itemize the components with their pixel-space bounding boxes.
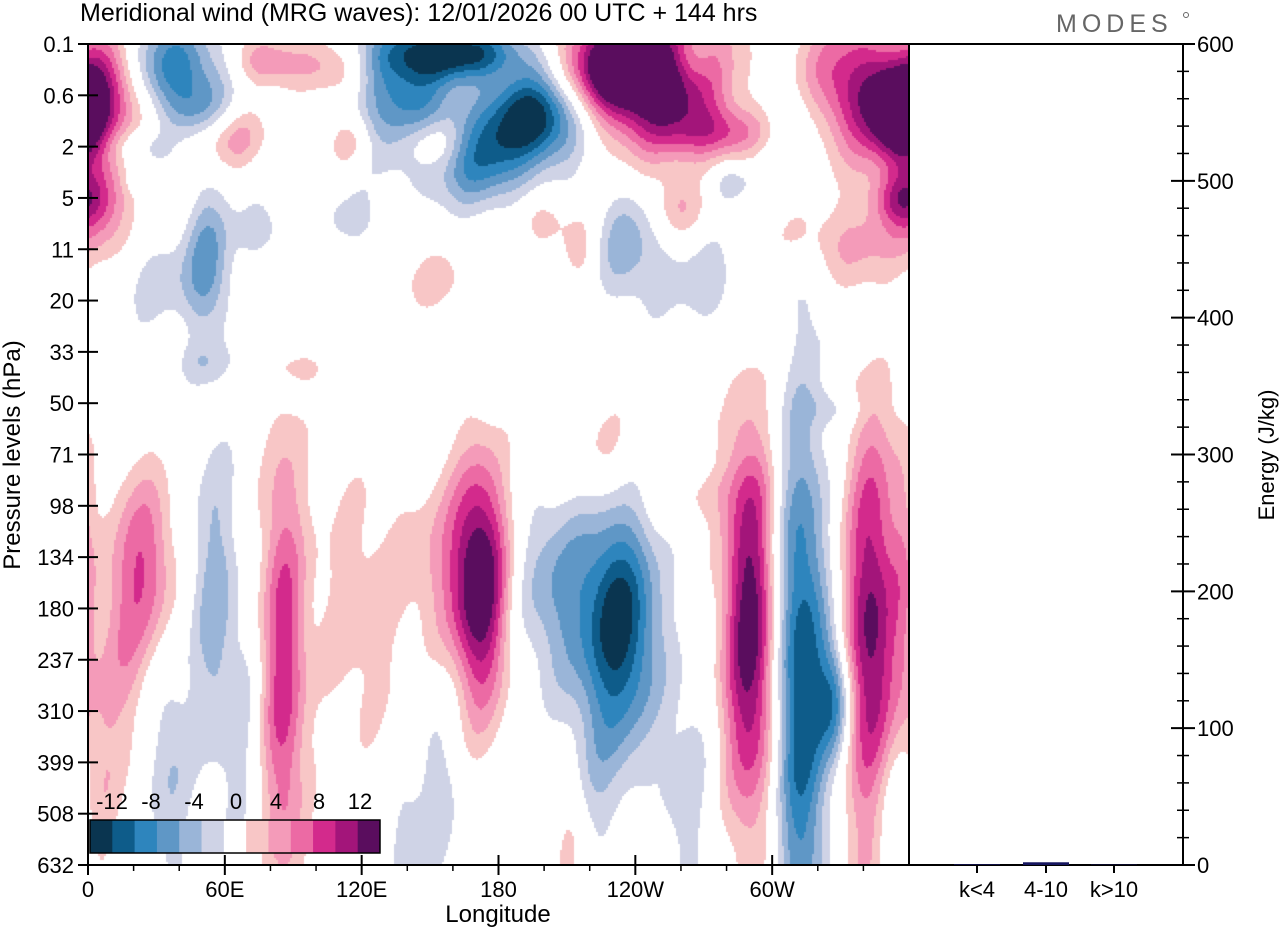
pressure-tick-label: 399 [37, 750, 74, 775]
longitude-tick-label: 60W [750, 877, 795, 902]
longitude-tick-label: 120E [336, 877, 387, 902]
energy-tick-label: 100 [1197, 716, 1234, 741]
pressure-tick-label: 310 [37, 699, 74, 724]
colorbar-swatch [112, 820, 136, 853]
pressure-tick-label: 632 [37, 853, 74, 878]
energy-axis-label: Energy (J/kg) [1254, 390, 1279, 521]
pressure-tick-label: 180 [37, 596, 74, 621]
colorbar-label: -4 [184, 789, 204, 814]
colorbar-swatch [179, 820, 203, 853]
pressure-tick-label: 2 [62, 135, 74, 160]
colorbar-label: 0 [230, 789, 242, 814]
energy-tick-label: 300 [1197, 443, 1234, 468]
pressure-tick-label: 0.1 [43, 32, 74, 57]
pressure-tick-label: 508 [37, 802, 74, 827]
colorbar-swatch [313, 820, 336, 853]
pressure-tick-label: 50 [50, 391, 74, 416]
colorbar-swatch [156, 820, 180, 853]
brand-registered-mark [1183, 12, 1189, 18]
x-axis-label: Longitude [445, 901, 550, 928]
colorbar-label: -8 [141, 789, 161, 814]
energy-bar [954, 864, 1000, 865]
chart-title: Meridional wind (MRG waves): 12/01/2026 … [80, 0, 757, 27]
colorbar-labels: -12 -8 -4 0 4 8 12 [96, 789, 372, 814]
energy-axis: 0 100 200 300 400 500 600 [1171, 32, 1234, 878]
colorbar-swatch [246, 820, 269, 853]
longitude-axis: 0 60E 120E 180 120W 60W [82, 855, 865, 902]
brand-logo: MODES [1056, 10, 1173, 38]
colorbar-swatch [90, 820, 113, 853]
pressure-tick-label: 98 [50, 494, 74, 519]
energy-tick-label: 400 [1197, 306, 1234, 331]
energy-tick-label: 500 [1197, 169, 1234, 194]
colorbar-label: 8 [313, 789, 325, 814]
colorbar-label: -12 [96, 789, 128, 814]
colorbar-label: 12 [348, 789, 372, 814]
energy-tick-label: 0 [1197, 853, 1209, 878]
colorbar-swatch [201, 820, 225, 853]
contour-field [88, 44, 909, 865]
pressure-tick-label: 5 [62, 186, 74, 211]
longitude-tick-label: 180 [480, 877, 517, 902]
energy-tick-label: 200 [1197, 579, 1234, 604]
energy-category-label: k<4 [959, 877, 995, 902]
energy-bars: k<4 4-10 k>10 [954, 862, 1138, 902]
colorbar-swatch [290, 820, 314, 853]
colorbar-frame [89, 819, 381, 854]
energy-bar [1023, 862, 1069, 865]
colorbar-swatch [335, 820, 359, 853]
colorbar-label: 4 [270, 789, 282, 814]
colorbar-swatch [134, 820, 158, 853]
longitude-tick-label: 0 [82, 877, 94, 902]
colorbar-swatch [268, 820, 292, 853]
contour-field-image [88, 44, 909, 865]
energy-category-label: 4-10 [1024, 877, 1068, 902]
colorbar [89, 819, 381, 854]
pressure-tick-label: 134 [37, 545, 74, 570]
pressure-axis: 0.1 0.6 2 5 11 20 33 50 71 98 134 180 237 310 399 508 63… [37, 32, 98, 878]
energy-category-label: k>10 [1090, 877, 1138, 902]
pressure-tick-label: 20 [50, 289, 74, 314]
pressure-tick-label: 11 [51, 237, 74, 262]
pressure-tick-label: 33 [50, 340, 74, 365]
longitude-tick-label: 60E [205, 877, 244, 902]
pressure-tick-label: 237 [37, 648, 74, 673]
longitude-tick-label: 120W [607, 877, 665, 902]
colorbar-swatch [223, 820, 247, 853]
y-axis-label: Pressure levels (hPa) [0, 340, 26, 569]
pressure-tick-label: 0.6 [43, 83, 74, 108]
energy-tick-label: 600 [1197, 32, 1234, 57]
pressure-tick-label: 71 [50, 443, 74, 468]
colorbar-swatch [357, 820, 381, 853]
